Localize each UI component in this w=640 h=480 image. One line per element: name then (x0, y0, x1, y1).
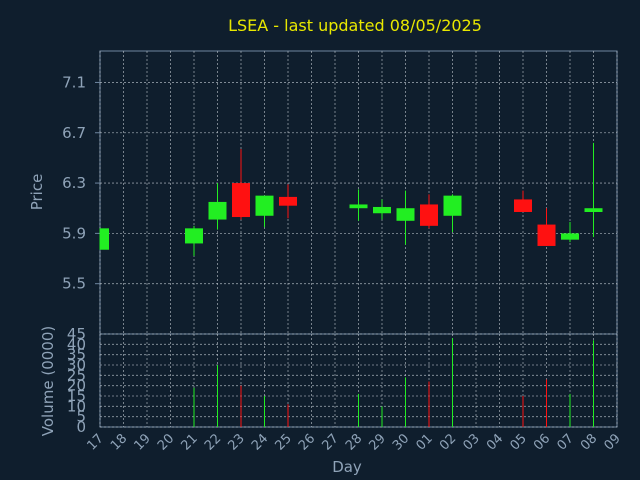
candle-body (279, 196, 297, 206)
volume-tick-label: 20 (67, 377, 86, 395)
x-tick-label: 20 (155, 431, 177, 453)
candle-body (349, 204, 368, 209)
price-tick-label: 5.5 (62, 275, 86, 293)
x-tick-label: 28 (343, 431, 365, 453)
x-tick-label: 08 (578, 431, 600, 453)
x-tick-label: 03 (461, 431, 483, 453)
x-tick-label: 29 (367, 431, 389, 453)
price-tick-label: 7.1 (62, 73, 86, 91)
x-tick-label: 02 (437, 431, 459, 453)
chart-title: LSEA - last updated 08/05/2025 (228, 16, 482, 35)
x-tick-label: 18 (108, 431, 130, 453)
x-tick-label: 04 (484, 431, 506, 453)
candle-body (255, 195, 274, 216)
volume-axis-label: Volume (0000) (39, 326, 57, 436)
x-tick-label: 30 (390, 431, 412, 453)
x-tick-label: 23 (226, 431, 248, 453)
x-tick-label: 22 (202, 431, 224, 453)
x-tick-label: 01 (414, 431, 436, 453)
x-tick-label: 17 (85, 431, 107, 453)
volume-tick-label: 45 (67, 325, 86, 343)
candle-body (420, 204, 438, 226)
volume-tick-label: 30 (67, 356, 86, 374)
x-tick-label: 06 (531, 431, 553, 453)
x-tick-label: 19 (132, 431, 154, 453)
x-axis-ticks: 17 18 19 20 21 22 23 24 25 26 27 28 29 30 01 02 03 04 05 06… (85, 431, 624, 453)
price-tick-label: 6.7 (62, 124, 86, 142)
volume-tick-label: 15 (67, 387, 86, 405)
candle-body (443, 195, 462, 216)
volume-tick-label: 10 (67, 397, 86, 415)
x-tick-label: 05 (508, 431, 530, 453)
x-axis-label: Day (332, 458, 362, 476)
candle-body (208, 201, 227, 220)
candle-body (537, 224, 556, 246)
candle-body (232, 183, 250, 218)
candle-body (561, 233, 579, 240)
x-tick-label: 24 (249, 431, 271, 453)
x-tick-label: 25 (273, 431, 295, 453)
volume-tick-label: 40 (67, 335, 86, 353)
candle-body (100, 228, 109, 250)
price-tick-label: 6.3 (62, 174, 86, 192)
candle-body (373, 206, 391, 214)
price-panel: 5.5 5.9 6.3 6.7 7.1 (62, 50, 618, 335)
price-tick-label: 5.9 (62, 224, 86, 242)
x-tick-label: 07 (555, 431, 577, 453)
candle-body (396, 208, 415, 221)
candle-body (514, 199, 532, 212)
candle-body (185, 228, 203, 244)
volume-tick-label: 5 (76, 408, 86, 426)
volume-tick-label: 0 (76, 418, 86, 436)
volume-tick-label: 35 (67, 346, 86, 364)
x-tick-label: 21 (179, 431, 201, 453)
volume-tick-label: 25 (67, 366, 86, 384)
x-tick-label: 26 (296, 431, 318, 453)
price-axis-label: Price (28, 174, 46, 211)
candle-body (584, 208, 603, 212)
x-tick-label: 27 (320, 431, 342, 453)
x-tick-label: 09 (602, 431, 624, 453)
